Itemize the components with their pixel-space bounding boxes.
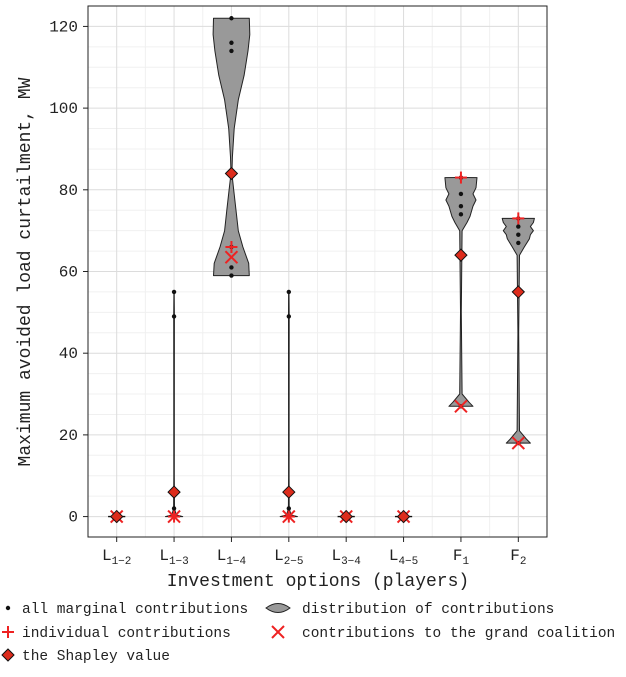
violin-shape xyxy=(165,291,184,518)
grand-coalition-marker xyxy=(271,625,285,639)
grand-coalition-marker xyxy=(511,436,526,450)
violin-shape xyxy=(279,291,298,518)
individual-contribution-marker xyxy=(2,626,14,638)
x-tick-label: F2 xyxy=(510,547,526,568)
marginal-contribution-dot xyxy=(286,289,292,295)
marginal-contribution-dot xyxy=(229,273,234,278)
shapley-value-marker xyxy=(224,166,239,181)
marginal-contribution-dot xyxy=(516,232,521,237)
shapley-value-marker xyxy=(109,509,124,524)
x-axis-title: Investment options (players) xyxy=(167,572,469,592)
violin-shape xyxy=(501,217,535,444)
violin-shape xyxy=(212,17,251,277)
marginal-contribution-dot xyxy=(171,506,177,511)
x-tick-label: L1−4 xyxy=(217,547,247,568)
marginal-contribution-dot xyxy=(229,265,234,270)
marginal-contribution-dot xyxy=(171,314,177,319)
marginal-contribution-dot xyxy=(171,289,177,295)
marginal-contribution-dot xyxy=(229,40,234,45)
y-tick-label: 80 xyxy=(59,182,78,200)
legend-violin-swatch xyxy=(265,603,291,613)
y-tick-label: 100 xyxy=(49,100,78,118)
shapley-value-marker xyxy=(454,248,468,262)
shapley-value-marker xyxy=(1,648,15,662)
shapley-value-marker xyxy=(167,485,181,499)
marginal-contribution-dot xyxy=(458,212,464,217)
grand-coalition-marker xyxy=(282,509,296,524)
x-tick-label: L4−5 xyxy=(389,547,418,568)
shapley-value-marker xyxy=(339,509,353,524)
grand-coalition-marker xyxy=(224,250,239,264)
y-tick-label: 0 xyxy=(68,509,78,527)
legend-dot-swatch xyxy=(5,605,11,611)
marginal-contribution-dot xyxy=(458,203,464,209)
marginal-contribution-dot xyxy=(286,506,292,511)
individual-contribution-marker xyxy=(454,171,467,184)
marginal-contribution-dot xyxy=(229,16,234,21)
grand-coalition-marker xyxy=(454,399,468,413)
x-tick-label: L3−4 xyxy=(331,547,361,568)
marginal-contribution-dot xyxy=(286,314,292,319)
y-tick-label: 120 xyxy=(49,18,78,36)
y-tick-label: 20 xyxy=(59,427,78,445)
x-tick-label: F1 xyxy=(453,547,470,568)
y-tick-label: 40 xyxy=(59,345,78,363)
individual-contribution-marker xyxy=(225,240,238,253)
x-tick-label: L1−2 xyxy=(102,547,131,568)
legend-label: contributions to the grand coalition xyxy=(302,626,615,642)
y-axis-title: Maximum avoided load curtailment, MW xyxy=(16,77,36,466)
legend-label: distribution of contributions xyxy=(302,602,554,618)
marginal-contribution-dot xyxy=(516,240,521,246)
shapley-value-marker xyxy=(511,285,526,299)
y-tick-label: 60 xyxy=(59,264,78,282)
marginal-contribution-dot xyxy=(229,48,234,54)
marginal-contribution-dot xyxy=(516,224,521,229)
grand-coalition-marker xyxy=(167,509,181,524)
x-tick-label: L1−3 xyxy=(159,547,188,568)
x-tick-label: L2−5 xyxy=(274,547,303,568)
marginal-contribution-dot xyxy=(458,191,464,197)
shapley-value-marker xyxy=(282,485,296,499)
individual-contribution-marker xyxy=(512,212,525,225)
legend-label: all marginal contributions xyxy=(22,602,248,618)
shapley-value-marker xyxy=(396,509,411,524)
legend-label: individual contributions xyxy=(22,626,231,642)
legend: all marginal contributions distribution o… xyxy=(1,602,615,665)
legend-label: the Shapley value xyxy=(22,649,170,665)
